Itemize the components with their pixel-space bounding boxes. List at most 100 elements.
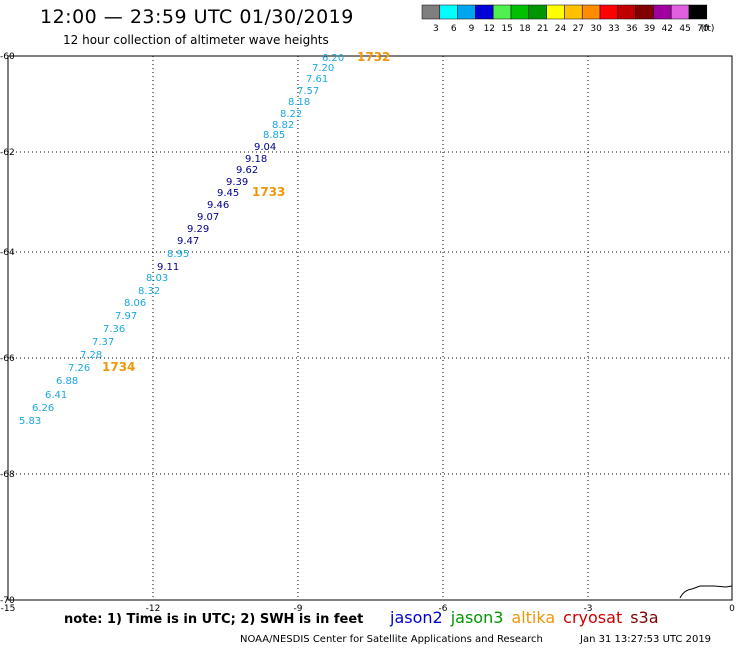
wave-height-value: 7.37 bbox=[92, 337, 114, 348]
satellite-jason2: jason2 bbox=[390, 608, 443, 627]
wave-height-value: 7.28 bbox=[80, 350, 102, 361]
wave-height-value: 9.46 bbox=[207, 200, 229, 211]
wave-height-value: 8.95 bbox=[167, 249, 189, 260]
wave-height-value: 7.57 bbox=[297, 86, 319, 97]
scale-swatch bbox=[635, 4, 654, 20]
wave-height-value: 9.47 bbox=[177, 236, 199, 247]
wave-height-value: 9.18 bbox=[245, 154, 267, 165]
map-title: 12:00 — 23:59 UTC 01/30/2019 bbox=[40, 6, 354, 28]
longitude-label: -6 bbox=[439, 604, 448, 614]
satellite-s3a: s3a bbox=[630, 608, 659, 627]
scale-swatch bbox=[599, 4, 619, 20]
credit-text: NOAA/NESDIS Center for Satellite Applica… bbox=[240, 634, 543, 645]
scale-label: 42 bbox=[662, 24, 673, 34]
scale-label: 18 bbox=[519, 24, 531, 34]
scale-swatch bbox=[421, 4, 441, 20]
wave-height-track: 6.207.207.617.578.188.228.828.859.049.18… bbox=[19, 53, 344, 427]
pass-number: 1733 bbox=[252, 185, 285, 199]
scale-label: 15 bbox=[501, 24, 512, 34]
wave-height-value: 8.18 bbox=[288, 97, 310, 108]
pass-labels: 1732 1733 1734 bbox=[102, 50, 390, 374]
wave-height-value: 6.88 bbox=[56, 376, 78, 387]
scale-label: 6 bbox=[451, 24, 457, 34]
scale-swatch bbox=[475, 4, 494, 20]
scale-label: 21 bbox=[537, 24, 548, 34]
longitude-label: -9 bbox=[294, 604, 303, 614]
color-scale-legend: 3 6 9 12 15 18 21 24 27 30 33 36 39 42 45 70(ft) bbox=[421, 4, 715, 34]
scale-swatch bbox=[528, 4, 547, 20]
satellite-altika: altika bbox=[511, 608, 556, 627]
scale-swatch bbox=[510, 4, 530, 20]
scale-label: 70 bbox=[697, 24, 709, 34]
footer-note: note: 1) Time is in UTC; 2) SWH is in fe… bbox=[64, 612, 364, 627]
wave-height-value: 8.32 bbox=[138, 286, 160, 297]
scale-swatch bbox=[457, 4, 476, 20]
latitude-label: -64 bbox=[0, 248, 15, 258]
wave-height-value: 8.85 bbox=[263, 130, 285, 141]
scale-swatch bbox=[617, 4, 636, 20]
latitude-label: -68 bbox=[0, 470, 15, 480]
wave-height-value: 9.39 bbox=[226, 177, 248, 188]
scale-swatch bbox=[653, 4, 672, 20]
map-subtitle: 12 hour collection of altimeter wave hei… bbox=[63, 33, 329, 47]
scale-label: 45 bbox=[679, 24, 690, 34]
longitude-labels: -15 -12 -9 -6 -3 0 bbox=[1, 604, 735, 614]
scale-label: 27 bbox=[573, 24, 584, 34]
pass-number: 1732 bbox=[357, 50, 390, 64]
wave-height-value: 6.20 bbox=[322, 53, 344, 64]
wave-height-value: 9.45 bbox=[217, 188, 239, 199]
wave-height-value: 6.26 bbox=[32, 403, 54, 414]
latitude-label: -62 bbox=[0, 148, 15, 158]
scale-swatch bbox=[564, 4, 583, 20]
wave-height-value: 7.97 bbox=[115, 311, 137, 322]
longitude-label: 0 bbox=[729, 604, 735, 614]
latitude-label: -60 bbox=[0, 52, 15, 62]
satellite-jason3: jason3 bbox=[450, 608, 504, 627]
scale-label: 30 bbox=[590, 24, 602, 34]
scale-label: 33 bbox=[608, 24, 619, 34]
scale-label: 24 bbox=[555, 24, 567, 34]
scale-swatch bbox=[492, 4, 512, 20]
scale-label: 12 bbox=[484, 24, 495, 34]
scale-swatch bbox=[670, 4, 690, 20]
wave-height-value: 9.07 bbox=[197, 212, 219, 223]
longitude-label: -12 bbox=[146, 604, 161, 614]
wave-height-value: 8.03 bbox=[146, 273, 168, 284]
latitude-label: -70 bbox=[0, 596, 15, 606]
wave-height-value: 8.82 bbox=[272, 120, 294, 131]
wave-height-value: 9.04 bbox=[254, 142, 276, 153]
scale-swatch bbox=[581, 4, 601, 20]
scale-label: 3 bbox=[433, 24, 439, 34]
latitude-labels: -60 -62 -64 -66 -68 -70 bbox=[0, 52, 15, 606]
satellite-legend: jason2 jason3 altika cryosat s3a bbox=[390, 608, 667, 627]
wave-height-value: 7.26 bbox=[68, 363, 90, 374]
map-frame bbox=[7, 55, 733, 601]
longitude-label: -3 bbox=[584, 604, 593, 614]
scale-label: 9 bbox=[469, 24, 475, 34]
wave-height-value: 9.29 bbox=[187, 224, 209, 235]
wave-height-value: 7.61 bbox=[306, 74, 328, 85]
wave-height-value: 9.11 bbox=[157, 262, 179, 273]
satellite-cryosat: cryosat bbox=[563, 608, 623, 627]
wave-height-value: 7.20 bbox=[312, 63, 334, 74]
wave-height-value: 9.62 bbox=[236, 165, 258, 176]
wave-height-value: 5.83 bbox=[19, 416, 41, 427]
scale-swatch bbox=[439, 4, 458, 20]
scale-label: 39 bbox=[644, 24, 656, 34]
wave-height-value: 8.06 bbox=[124, 298, 146, 309]
scale-label: 36 bbox=[626, 24, 638, 34]
scale-unit: (ft) bbox=[701, 24, 715, 34]
longitude-label: -15 bbox=[1, 604, 16, 614]
pass-number: 1734 bbox=[102, 360, 135, 374]
graticule bbox=[8, 56, 732, 600]
wave-height-value: 6.41 bbox=[45, 390, 67, 401]
generation-timestamp: Jan 31 13:27:53 UTC 2019 bbox=[580, 634, 712, 645]
wave-height-value: 8.22 bbox=[280, 109, 302, 120]
scale-swatch bbox=[546, 4, 565, 20]
map-border bbox=[7, 55, 733, 601]
coastline bbox=[679, 585, 733, 599]
wave-height-value: 7.36 bbox=[103, 324, 125, 335]
scale-swatch bbox=[688, 4, 708, 20]
latitude-label: -66 bbox=[0, 354, 15, 364]
